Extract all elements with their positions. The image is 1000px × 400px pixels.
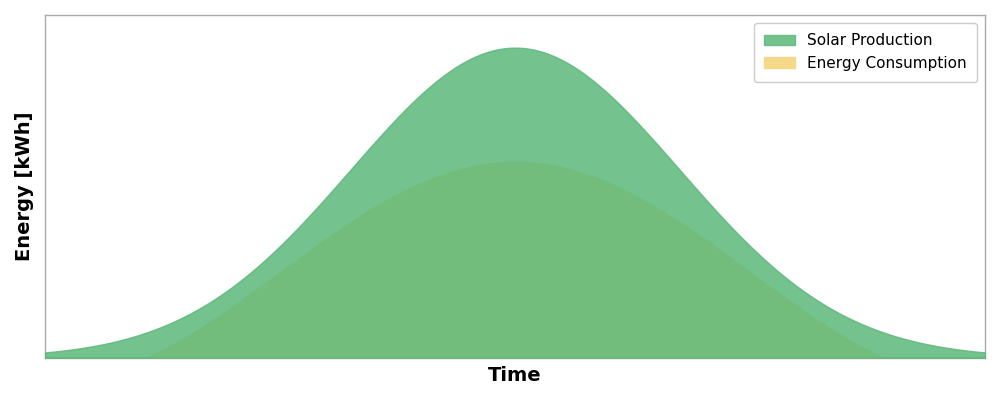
Legend: Solar Production, Energy Consumption: Solar Production, Energy Consumption <box>754 23 977 82</box>
Y-axis label: Energy [kWh]: Energy [kWh] <box>15 112 34 261</box>
X-axis label: Time: Time <box>488 366 542 385</box>
